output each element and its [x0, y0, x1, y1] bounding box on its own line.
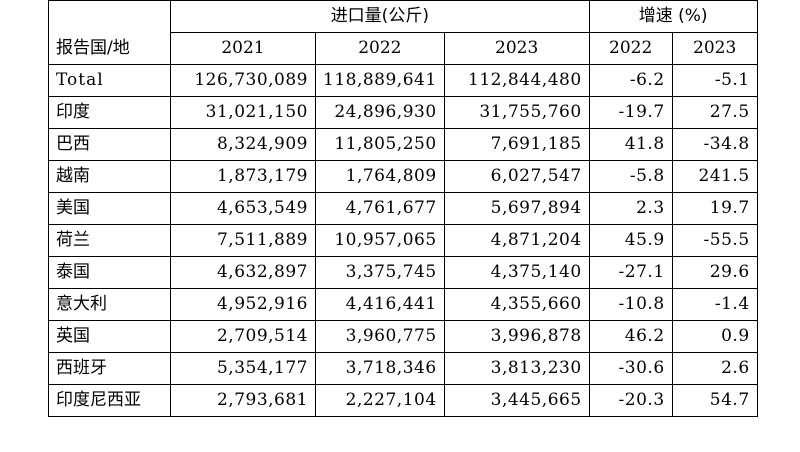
import-2022-cell: 10,957,065 — [315, 224, 445, 257]
header-row-years: 2021 2022 2023 2022 2023 — [49, 32, 758, 65]
table-body: Total 126,730,089 118,889,641 112,844,480 -6… — [48, 64, 758, 417]
import-2023-cell: 5,697,894 — [443, 192, 590, 225]
table-row: Total 126,730,089 118,889,641 112,844,480 -6… — [48, 64, 758, 97]
import-2021-cell: 5,354,177 — [170, 352, 316, 385]
year-header-growth-2022: 2022 — [588, 32, 673, 65]
growth-2023-cell: 0.9 — [671, 320, 758, 353]
growth-rate-header: 增速 (%) — [588, 0, 758, 33]
import-2021-cell: 4,952,916 — [170, 288, 316, 321]
table-row: 印度尼西亚 2,793,681 2,227,104 3,445,665 -20.3 54.… — [48, 384, 758, 417]
import-volume-header: 进口量(公斤) — [170, 0, 590, 33]
country-name-cell: 英国 — [48, 320, 171, 353]
growth-2023-cell: 27.5 — [671, 96, 758, 129]
growth-2022-cell: -6.2 — [588, 64, 673, 97]
row-label-header: 报告国/地 — [48, 0, 171, 65]
table-row: 美国 4,653,549 4,761,677 5,697,894 2.3 19.7 — [48, 192, 758, 225]
table-row: 西班牙 5,354,177 3,718,346 3,813,230 -30.6 2.6 — [48, 352, 758, 385]
growth-2023-cell: -5.1 — [671, 64, 758, 97]
growth-2022-cell: 46.2 — [588, 320, 673, 353]
year-header-growth-2023: 2023 — [671, 32, 758, 65]
country-name-cell: 意大利 — [48, 288, 171, 321]
country-name-cell: Total — [48, 64, 171, 97]
growth-2022-cell: 41.8 — [588, 128, 673, 161]
country-name-cell: 西班牙 — [48, 352, 171, 385]
growth-2022-cell: 2.3 — [588, 192, 673, 225]
country-name-cell: 印度尼西亚 — [48, 384, 171, 417]
year-header-import-2022: 2022 — [315, 32, 445, 65]
country-name-cell: 巴西 — [48, 128, 171, 161]
import-2023-cell: 112,844,480 — [443, 64, 590, 97]
growth-2023-cell: 29.6 — [671, 256, 758, 289]
growth-2023-cell: 19.7 — [671, 192, 758, 225]
import-2021-cell: 4,653,549 — [170, 192, 316, 225]
import-2022-cell: 4,416,441 — [315, 288, 445, 321]
table-row: 荷兰 7,511,889 10,957,065 4,871,204 45.9 -55.5 — [48, 224, 758, 257]
header-row-group: 报告国/地 进口量(公斤) 增速 (%) — [48, 0, 758, 65]
import-2022-cell: 24,896,930 — [315, 96, 445, 129]
growth-2022-cell: -10.8 — [588, 288, 673, 321]
import-2021-cell: 31,021,150 — [170, 96, 316, 129]
year-header-import-2021: 2021 — [170, 32, 316, 65]
import-2021-cell: 7,511,889 — [170, 224, 316, 257]
table-row: 泰国 4,632,897 3,375,745 4,375,140 -27.1 29.6 — [48, 256, 758, 289]
import-2022-cell: 2,227,104 — [315, 384, 445, 417]
import-2022-cell: 3,718,346 — [315, 352, 445, 385]
country-name-cell: 泰国 — [48, 256, 171, 289]
import-2021-cell: 126,730,089 — [170, 64, 316, 97]
import-2023-cell: 4,871,204 — [443, 224, 590, 257]
import-2022-cell: 1,764,809 — [315, 160, 445, 193]
import-2023-cell: 4,375,140 — [443, 256, 590, 289]
growth-2023-cell: -55.5 — [671, 224, 758, 257]
table-row: 巴西 8,324,909 11,805,250 7,691,185 41.8 -34.8 — [48, 128, 758, 161]
import-2023-cell: 4,355,660 — [443, 288, 590, 321]
growth-2022-cell: -20.3 — [588, 384, 673, 417]
import-data-table: 报告国/地 进口量(公斤) 增速 (%) 2021 2022 2023 2022… — [48, 0, 758, 417]
growth-2022-cell: -30.6 — [588, 352, 673, 385]
import-2023-cell: 3,996,878 — [443, 320, 590, 353]
table-row: 印度 31,021,150 24,896,930 31,755,760 -19.7 27.… — [48, 96, 758, 129]
table-row: 越南 1,873,179 1,764,809 6,027,547 -5.8 241.5 — [48, 160, 758, 193]
growth-2022-cell: 45.9 — [588, 224, 673, 257]
table-row: 英国 2,709,514 3,960,775 3,996,878 46.2 0.9 — [48, 320, 758, 353]
import-2022-cell: 118,889,641 — [315, 64, 445, 97]
growth-2023-cell: 54.7 — [671, 384, 758, 417]
import-2022-cell: 3,375,745 — [315, 256, 445, 289]
import-2021-cell: 1,873,179 — [170, 160, 316, 193]
growth-2022-cell: -27.1 — [588, 256, 673, 289]
import-2023-cell: 6,027,547 — [443, 160, 590, 193]
growth-2023-cell: -1.4 — [671, 288, 758, 321]
country-name-cell: 印度 — [48, 96, 171, 129]
import-2022-cell: 11,805,250 — [315, 128, 445, 161]
country-name-cell: 美国 — [48, 192, 171, 225]
growth-2023-cell: -34.8 — [671, 128, 758, 161]
import-2023-cell: 3,445,665 — [443, 384, 590, 417]
country-name-cell: 荷兰 — [48, 224, 171, 257]
import-2023-cell: 7,691,185 — [443, 128, 590, 161]
import-2021-cell: 4,632,897 — [170, 256, 316, 289]
import-2022-cell: 4,761,677 — [315, 192, 445, 225]
year-header-import-2023: 2023 — [443, 32, 590, 65]
growth-2022-cell: -19.7 — [588, 96, 673, 129]
import-2021-cell: 2,793,681 — [170, 384, 316, 417]
growth-2023-cell: 2.6 — [671, 352, 758, 385]
country-name-cell: 越南 — [48, 160, 171, 193]
growth-2023-cell: 241.5 — [671, 160, 758, 193]
growth-2022-cell: -5.8 — [588, 160, 673, 193]
import-2021-cell: 8,324,909 — [170, 128, 316, 161]
import-2021-cell: 2,709,514 — [170, 320, 316, 353]
table-row: 意大利 4,952,916 4,416,441 4,355,660 -10.8 -1.4 — [48, 288, 758, 321]
import-2022-cell: 3,960,775 — [315, 320, 445, 353]
import-2023-cell: 31,755,760 — [443, 96, 590, 129]
import-2023-cell: 3,813,230 — [443, 352, 590, 385]
